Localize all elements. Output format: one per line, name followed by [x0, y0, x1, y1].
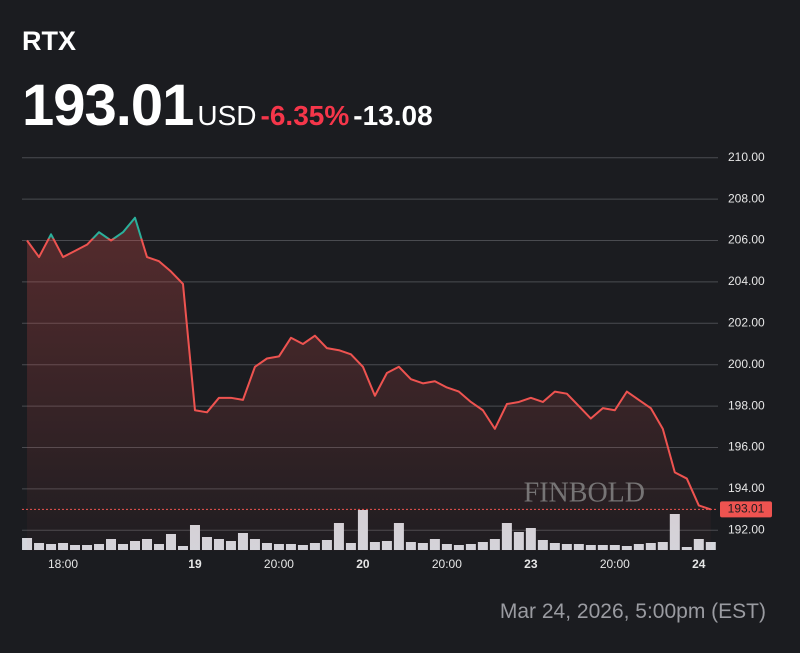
- y-tick-label: 194.00: [728, 481, 765, 495]
- x-tick-label: 20: [356, 557, 370, 571]
- y-tick-label: 202.00: [728, 315, 765, 329]
- currency: USD: [197, 100, 257, 131]
- y-tick-label: 200.00: [728, 357, 765, 371]
- x-tick-label: 23: [524, 557, 538, 571]
- y-tick-label: 198.00: [728, 398, 765, 412]
- price: 193.01: [22, 73, 194, 138]
- last-price-box: [720, 501, 772, 518]
- timestamp: Mar 24, 2026, 5:00pm (EST): [499, 600, 766, 623]
- watermark: FINBOLD: [524, 477, 645, 508]
- ticker: RTX: [22, 26, 76, 56]
- y-tick-label: 208.00: [728, 191, 765, 205]
- y-tick-label: 192.00: [728, 522, 765, 536]
- quote: 193.01 USD -6.35% -13.08: [22, 72, 433, 139]
- x-tick-label: 20:00: [600, 557, 630, 571]
- last-price-label: 193.01: [728, 502, 765, 516]
- change-percent: -6.35%: [260, 100, 350, 131]
- y-tick-label: 204.00: [728, 274, 765, 288]
- y-tick-label: 210.00: [728, 150, 765, 164]
- x-tick-label: 19: [188, 557, 202, 571]
- y-tick-label: 206.00: [728, 233, 765, 247]
- x-tick-label: 18:00: [48, 557, 78, 571]
- x-tick-label: 20:00: [432, 557, 462, 571]
- y-tick-label: 196.00: [728, 440, 765, 454]
- volume-bar: [22, 538, 33, 550]
- change: -13.08: [353, 100, 433, 131]
- area: [27, 217, 711, 552]
- x-tick-label: 20:00: [264, 557, 294, 571]
- x-tick-label: 24: [692, 557, 706, 571]
- price-line: [26, 216, 712, 511]
